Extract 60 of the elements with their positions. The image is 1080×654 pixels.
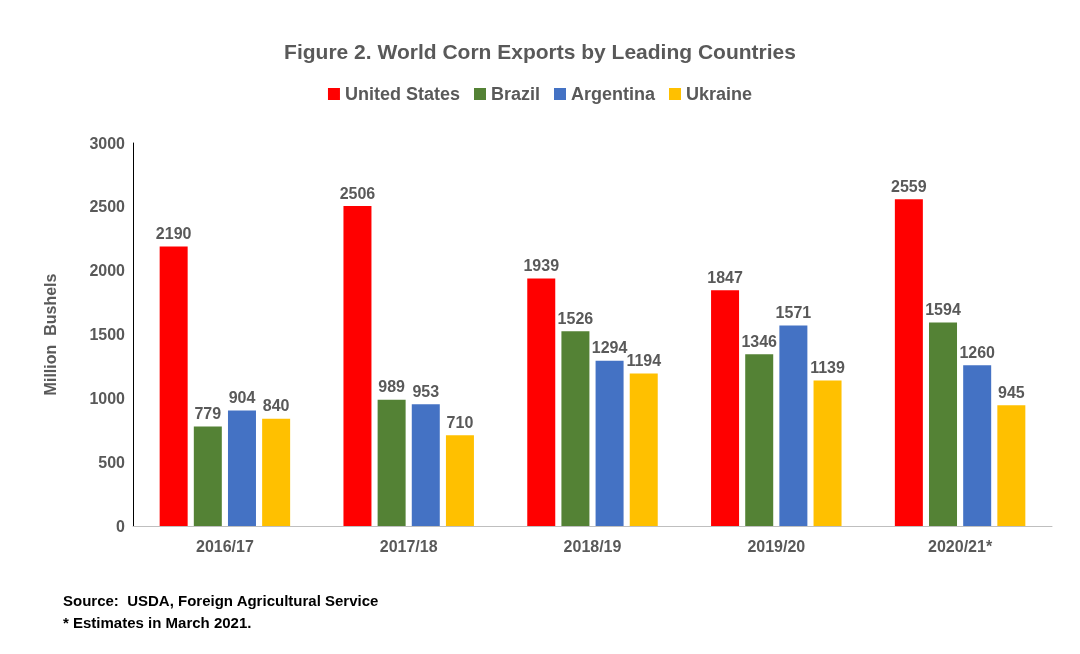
bar: [929, 322, 958, 526]
y-tick-label: 1500: [89, 326, 126, 343]
data-label: 1526: [557, 309, 594, 327]
legend-label: United States: [344, 84, 460, 104]
data-label: 710: [446, 413, 474, 431]
bar: [997, 405, 1026, 526]
x-tick-label: 2019/20: [747, 537, 806, 555]
data-label: 1847: [707, 268, 743, 286]
legend-label: Argentina: [571, 84, 656, 104]
y-tick-label: 0: [116, 517, 126, 535]
y-tick-label: 1000: [89, 389, 126, 407]
bar: [894, 199, 923, 526]
bar: [159, 246, 188, 526]
data-label: 953: [412, 382, 440, 400]
chart-title: Figure 2. World Corn Exports by Leading Countries: [284, 40, 796, 63]
data-label: 1294: [591, 339, 628, 357]
data-label: 945: [997, 383, 1025, 401]
y-tick-label: 2500: [89, 198, 126, 216]
bar: [779, 325, 808, 526]
data-label: 2506: [339, 184, 376, 202]
data-label: 989: [378, 378, 406, 396]
bar: [227, 410, 256, 526]
x-tick-label: 2020/21*: [928, 537, 993, 555]
bar: [527, 278, 556, 526]
data-label: 1571: [775, 303, 812, 321]
bar: [411, 404, 440, 526]
bar: [595, 360, 624, 526]
legend-label: Ukraine: [686, 84, 753, 104]
bar: [561, 331, 590, 526]
bar: [629, 373, 658, 526]
bar: [377, 399, 406, 526]
bar: [343, 206, 372, 526]
data-label: 1594: [925, 301, 961, 318]
data-label: 2559: [891, 177, 927, 195]
data-label: 1346: [741, 332, 778, 350]
bar: [262, 418, 291, 526]
bar: [193, 426, 222, 526]
data-label: 779: [194, 405, 222, 423]
x-tick-label: 2016/17: [195, 537, 254, 555]
bar: [745, 354, 774, 526]
bar: [445, 435, 474, 526]
data-label: 840: [262, 397, 290, 415]
source-note: Source: USDA, Foreign Agricultural Service: [63, 592, 379, 609]
bar: [813, 380, 842, 526]
bar: [711, 290, 740, 526]
data-label: 1939: [523, 256, 560, 274]
y-axis-title: Million Bushels: [41, 273, 59, 396]
data-label: 904: [228, 389, 256, 407]
bar: [963, 365, 992, 526]
data-label: 1139: [810, 359, 845, 377]
data-label: 1194: [626, 352, 662, 370]
data-label: 2190: [155, 224, 192, 242]
y-tick-label: 2000: [89, 262, 126, 280]
text: * Estimates in March 2021.: [63, 614, 252, 631]
x-tick-label: 2018/19: [563, 537, 622, 555]
x-tick-label: 2017/18: [379, 537, 438, 555]
data-label: 1260: [959, 343, 996, 361]
y-tick-label: 3000: [89, 134, 126, 152]
y-tick-label: 500: [98, 453, 126, 471]
legend-label: Brazil: [490, 84, 541, 104]
